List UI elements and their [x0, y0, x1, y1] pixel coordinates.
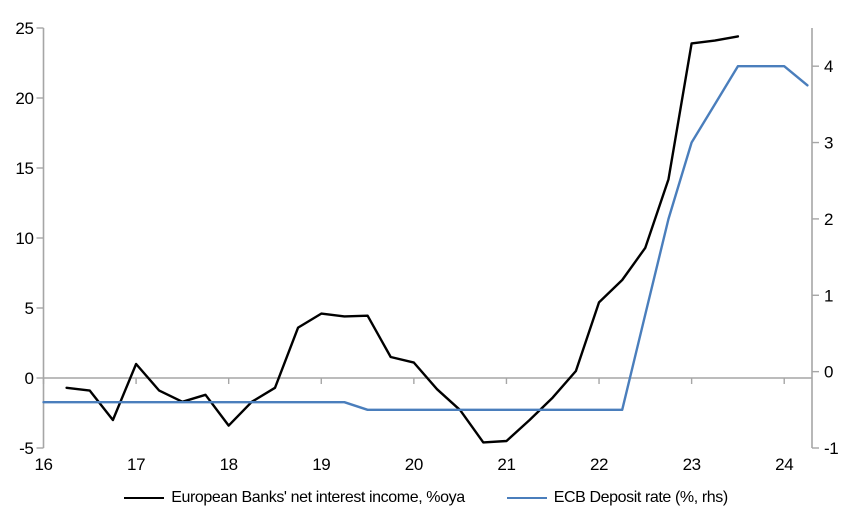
legend-swatch-line: [124, 497, 165, 499]
legend-item-ecb-deposit-rate: ECB Deposit rate (%, rhs): [506, 489, 728, 507]
x-axis-tick-label: 16: [34, 455, 52, 474]
right-axis-tick-label: 0: [824, 363, 833, 382]
right-axis-tick-label: 1: [824, 286, 833, 305]
x-axis-tick-label: 22: [590, 455, 608, 474]
chart-legend: European Banks' net interest income, %oy…: [0, 489, 852, 507]
left-axis-tick-label: 15: [15, 159, 33, 178]
right-axis-tick-label: 3: [824, 134, 833, 153]
right-axis-tick-label: 2: [824, 210, 833, 229]
x-axis-tick-label: 24: [775, 455, 793, 474]
x-axis-tick-label: 17: [127, 455, 145, 474]
legend-label: ECB Deposit rate (%, rhs): [553, 489, 728, 506]
right-axis-tick-label: 4: [824, 57, 833, 76]
x-axis-tick-label: 18: [220, 455, 238, 474]
left-axis-tick-label: 5: [24, 299, 33, 318]
legend-label: European Banks' net interest income, %oy…: [171, 489, 465, 506]
left-axis-tick-label: -5: [19, 439, 33, 458]
left-axis-tick-label: 20: [15, 89, 33, 108]
x-axis-tick-label: 19: [312, 455, 330, 474]
left-axis-tick-label: 10: [15, 229, 33, 248]
series-line-net-interest-income: [65, 35, 740, 444]
left-axis-tick-label: 25: [15, 19, 33, 38]
x-axis-tick-label: 20: [405, 455, 423, 474]
x-axis-tick-label: 21: [497, 455, 515, 474]
legend-item-net-interest-income: European Banks' net interest income, %oy…: [124, 489, 465, 507]
left-axis-tick-label: 0: [24, 369, 33, 388]
x-axis-tick-label: 23: [683, 455, 701, 474]
right-axis-tick-label: -1: [824, 439, 838, 458]
legend-swatch-line: [506, 497, 547, 499]
series-line-ecb-deposit-rate: [42, 64, 809, 411]
